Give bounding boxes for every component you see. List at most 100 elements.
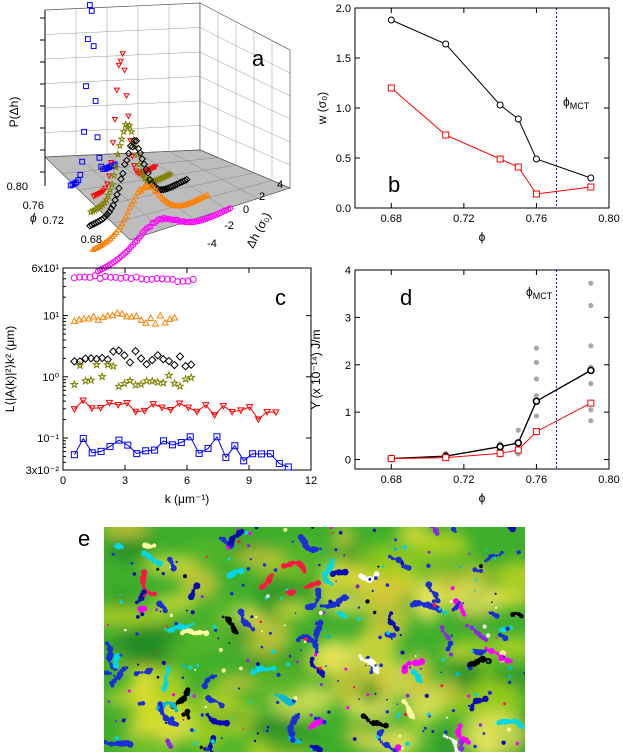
particle <box>441 611 445 614</box>
particle <box>398 734 402 738</box>
data-point <box>177 439 185 447</box>
particle <box>314 646 319 651</box>
data-point <box>75 315 83 323</box>
grid-line <box>95 172 255 208</box>
particle <box>405 693 410 698</box>
particle <box>274 693 279 697</box>
y-tick-label: 2.0 <box>336 3 351 15</box>
y-tick-label: 0 <box>345 455 351 467</box>
particle <box>250 669 256 676</box>
particle <box>473 744 477 749</box>
particle <box>291 540 294 543</box>
sample-point <box>588 418 594 424</box>
particle <box>373 571 380 577</box>
height-patch <box>473 681 525 722</box>
phi-mct-label: ϕMCT <box>563 95 590 111</box>
particle <box>194 668 197 671</box>
particle <box>440 684 444 688</box>
particle <box>372 528 377 532</box>
sample-point <box>588 302 594 309</box>
data-point <box>254 416 263 424</box>
height-patch <box>344 696 398 721</box>
particle <box>140 701 146 706</box>
particle <box>113 674 116 678</box>
data-point <box>213 433 221 441</box>
data-point <box>99 313 107 321</box>
particle <box>226 545 230 550</box>
particle <box>438 607 442 611</box>
particle <box>487 690 492 695</box>
particle <box>445 646 451 652</box>
data-point <box>105 399 114 407</box>
data-point <box>91 272 99 280</box>
data-point <box>189 275 197 283</box>
distribution-point <box>115 141 125 150</box>
data-point <box>532 397 541 406</box>
data-point <box>76 273 84 281</box>
distribution-point <box>107 204 116 213</box>
particle <box>457 723 463 729</box>
particle <box>268 631 272 635</box>
distribution-point <box>90 43 97 49</box>
distribution-point <box>118 220 126 227</box>
distribution-point <box>136 166 146 175</box>
particle <box>293 696 298 701</box>
height-patch <box>425 530 469 558</box>
distribution-point <box>128 142 137 151</box>
particle <box>119 653 123 657</box>
particle <box>113 544 117 548</box>
particle <box>106 651 114 659</box>
data-point <box>113 308 122 316</box>
panel-b-width-vs-phi: 0.68 0.72 0.76 0.80 0.0 0.5 1.0 1.5 2.0 ϕ w (σ₀) ϕM… <box>315 3 620 244</box>
data-point <box>125 375 135 385</box>
data-point <box>164 356 174 366</box>
distribution-point <box>117 175 125 183</box>
height-patch <box>413 578 443 623</box>
particle <box>156 567 160 571</box>
particle <box>329 582 334 586</box>
data-point <box>158 377 169 387</box>
particle <box>394 538 398 542</box>
particle <box>516 550 521 555</box>
particle <box>285 588 289 591</box>
particle <box>359 656 364 661</box>
particle <box>186 609 188 612</box>
data-point <box>165 314 174 322</box>
particle <box>391 638 393 640</box>
distribution-point <box>105 173 113 180</box>
particle <box>191 589 195 593</box>
particle <box>161 686 167 692</box>
data-point <box>140 407 149 415</box>
particle <box>364 664 367 667</box>
height-patch <box>488 567 525 582</box>
particle <box>424 520 429 525</box>
dh-tick-label: 2 <box>259 191 265 203</box>
particle <box>473 590 476 592</box>
particle <box>494 592 497 595</box>
data-point <box>159 437 167 445</box>
particle <box>374 692 377 695</box>
particle <box>495 637 498 639</box>
particle <box>415 679 419 682</box>
data-point <box>103 311 112 319</box>
distribution-point <box>77 171 84 178</box>
particle <box>241 583 245 587</box>
distribution-point <box>144 169 152 177</box>
particle <box>424 693 429 699</box>
particle <box>140 612 145 617</box>
distribution-point <box>111 162 121 172</box>
particle <box>335 580 338 583</box>
panel-letter-a: a <box>252 46 265 71</box>
height-patch <box>215 726 249 752</box>
distribution-point <box>105 185 115 194</box>
particle <box>422 521 425 524</box>
distribution-point <box>120 216 128 223</box>
particle <box>230 591 234 596</box>
data-point <box>186 433 194 441</box>
particle <box>232 569 238 575</box>
distribution-point <box>94 134 101 141</box>
particle <box>288 654 292 658</box>
particle <box>115 542 122 550</box>
distribution-point <box>99 214 108 223</box>
